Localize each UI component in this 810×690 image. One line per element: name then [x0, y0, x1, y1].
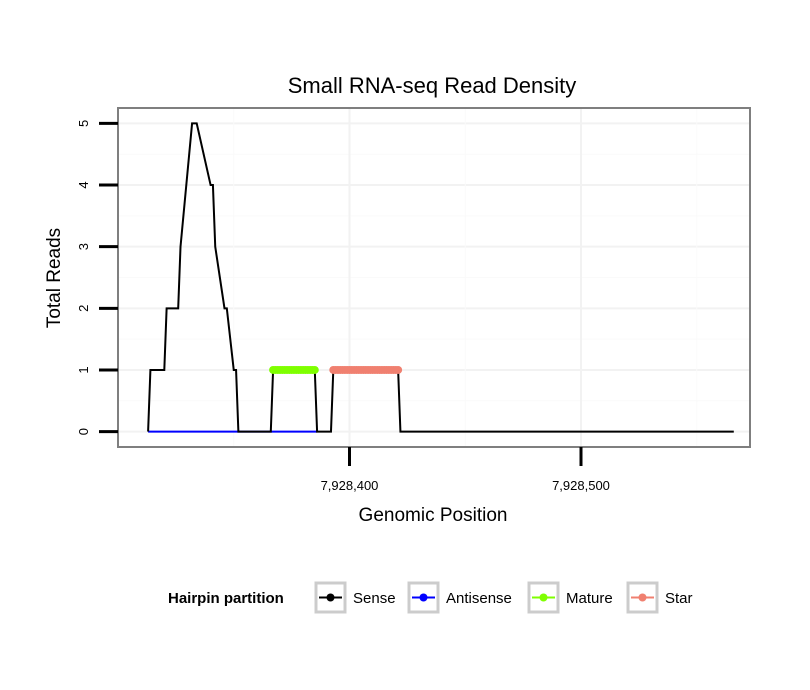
- x-tick-label-1: 7,928,500: [552, 478, 610, 493]
- x-axis-title: Genomic Position: [359, 505, 508, 526]
- legend-label-star: Star: [665, 590, 693, 607]
- y-tick-label-1: 1: [76, 366, 91, 373]
- y-axis: 0 1 2 3 4 5: [76, 120, 118, 435]
- legend-point-star: [638, 593, 647, 602]
- legend-label-sense: Sense: [353, 590, 396, 607]
- series-line-sense: [147, 122, 734, 433]
- legend-point-sense: [326, 593, 335, 602]
- legend-label-mature: Mature: [566, 590, 613, 607]
- mature-point: [310, 365, 319, 374]
- x-tick-label-0: 7,928,400: [321, 478, 379, 493]
- series-layer: [147, 122, 734, 433]
- y-tick-label-2: 2: [76, 305, 91, 312]
- legend-title: Hairpin partition: [168, 590, 284, 607]
- y-tick-label-0: 0: [76, 428, 91, 435]
- legend-point-mature: [539, 593, 548, 602]
- legend-point-antisense: [419, 593, 428, 602]
- grid-lines: [117, 108, 750, 447]
- legend-label-antisense: Antisense: [446, 590, 512, 607]
- plot-panel-border: [117, 107, 751, 448]
- star-point: [394, 365, 403, 374]
- y-tick-label-5: 5: [76, 120, 91, 127]
- x-axis: 7,928,400 7,928,500: [321, 447, 610, 493]
- y-axis-title: Total Reads: [44, 228, 65, 328]
- y-tick-label-3: 3: [76, 243, 91, 250]
- legend: Hairpin partition Sense Antisense Mature St…: [168, 581, 693, 614]
- chart-title: Small RNA-seq Read Density: [288, 73, 577, 98]
- y-tick-label-4: 4: [76, 181, 91, 188]
